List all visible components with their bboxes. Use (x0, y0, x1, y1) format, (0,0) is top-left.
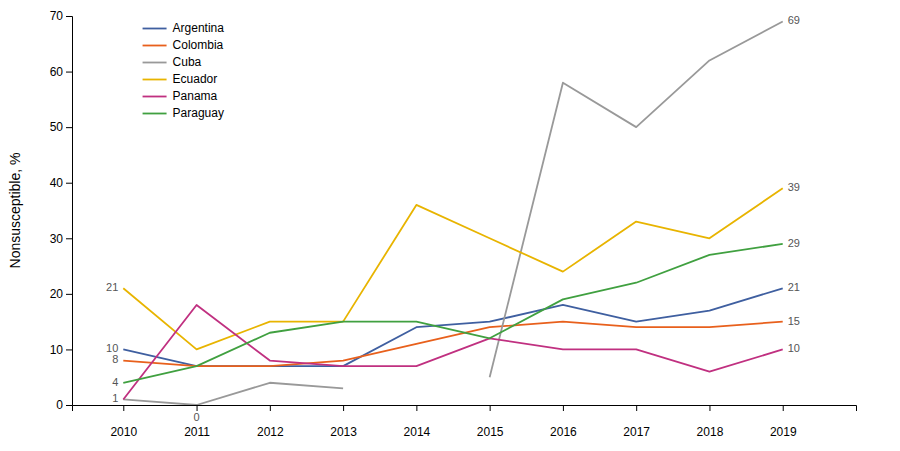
y-tick-mark (66, 238, 72, 239)
legend-swatch (143, 96, 167, 98)
x-tick-label: 2014 (404, 425, 431, 439)
y-tick-mark (66, 294, 72, 295)
x-tick: 2015 (477, 405, 504, 439)
annotation: 39 (788, 181, 800, 193)
x-tick-mark (416, 405, 417, 411)
annotation: 4 (112, 376, 118, 388)
y-axis: 0 10 20 30 40 50 60 70 (50, 9, 73, 412)
y-tick-mark (66, 127, 72, 128)
legend-item: Cuba (143, 55, 202, 69)
legend-item: Colombia (143, 38, 224, 52)
series-line (123, 322, 782, 366)
x-tick-label: 2019 (770, 425, 797, 439)
x-tick-label: 2017 (623, 425, 650, 439)
y-tick-mark (66, 349, 72, 350)
y-tick-mark (66, 72, 72, 73)
legend-swatch (143, 62, 167, 64)
annotation: 8 (112, 353, 118, 365)
x-tick: 2013 (330, 405, 357, 439)
legend-swatch (143, 113, 167, 115)
y-tick-label: 70 (50, 9, 64, 23)
x-tick-label: 2010 (110, 425, 137, 439)
y-tick: 30 (50, 232, 72, 246)
y-tick-label: 60 (50, 65, 64, 79)
x-tick: 2012 (257, 405, 284, 439)
y-tick-label: 20 (50, 287, 64, 301)
x-tick-mark (123, 405, 124, 411)
series-line (123, 22, 782, 405)
legend-label: Paraguay (173, 106, 224, 120)
y-tick: 10 (50, 343, 72, 357)
x-tick-mark (270, 405, 271, 411)
x-tick: 2017 (623, 405, 650, 439)
legend-swatch (143, 45, 167, 47)
annotation: 1 (112, 392, 118, 404)
series-line (123, 244, 782, 383)
y-tick: 40 (50, 176, 72, 190)
legend-item: Panama (143, 89, 218, 103)
legend: Argentina Colombia Cuba Ecuador Panama Paragu… (143, 21, 225, 120)
annotations: 21108410693929211510 (106, 14, 800, 423)
x-tick-mark (709, 405, 710, 411)
x-tick-label: 2012 (257, 425, 284, 439)
y-tick-mark (66, 16, 72, 17)
legend-label: Cuba (173, 55, 202, 69)
series-line (123, 305, 782, 399)
annotation: 21 (106, 281, 118, 293)
x-tick-label: 2013 (330, 425, 357, 439)
annotation: 69 (788, 14, 800, 26)
legend-swatch (143, 28, 167, 30)
chart: 2010201120122013201420152016201720182019… (0, 0, 900, 451)
x-tick-label: 2015 (477, 425, 504, 439)
y-tick-label: 0 (56, 398, 63, 412)
x-tick: 2019 (770, 405, 797, 439)
annotation: 21 (788, 281, 800, 293)
y-axis-title: Nonsusceptible, % (7, 153, 23, 269)
x-tick-mark (783, 405, 784, 411)
x-tick-mark (636, 405, 637, 411)
annotation: 29 (788, 237, 800, 249)
legend-label: Panama (173, 89, 218, 103)
y-tick: 50 (50, 120, 72, 134)
plot-area (123, 22, 782, 405)
y-tick-label: 40 (50, 176, 64, 190)
legend-swatch (143, 79, 167, 81)
x-tick-label: 2016 (550, 425, 577, 439)
y-tick-label: 50 (50, 120, 64, 134)
x-tick: 2018 (697, 405, 724, 439)
legend-item: Argentina (143, 21, 225, 35)
annotation: 0 (193, 411, 199, 423)
x-tick: 2011 (184, 405, 210, 439)
x-axis: 2010 2011 2012 2013 2014 2015 2016 2017 2018 2019 (73, 405, 857, 439)
x-tick-mark (563, 405, 564, 411)
y-tick-label: 30 (50, 232, 64, 246)
annotation: 15 (788, 315, 800, 327)
legend-item: Paraguay (143, 106, 224, 120)
x-tick: 2016 (550, 405, 577, 439)
x-tick-mark (490, 405, 491, 411)
y-tick-label: 10 (50, 343, 64, 357)
legend-item: Ecuador (143, 72, 218, 86)
x-axis-line (73, 406, 857, 412)
x-tick-mark (343, 405, 344, 411)
x-tick: 2014 (404, 405, 431, 439)
y-tick: 20 (50, 287, 72, 301)
legend-label: Colombia (173, 38, 224, 52)
y-axis-line (66, 17, 73, 406)
y-tick-mark (66, 405, 72, 406)
y-tick: 60 (50, 65, 72, 79)
y-tick: 70 (50, 9, 72, 23)
annotation: 10 (788, 342, 800, 354)
y-tick-mark (66, 183, 72, 184)
x-tick-label: 2018 (697, 425, 724, 439)
x-tick: 2010 (110, 405, 137, 439)
legend-label: Ecuador (173, 72, 218, 86)
y-tick: 0 (56, 398, 72, 412)
legend-label: Argentina (173, 21, 225, 35)
x-tick-label: 2011 (184, 425, 210, 439)
